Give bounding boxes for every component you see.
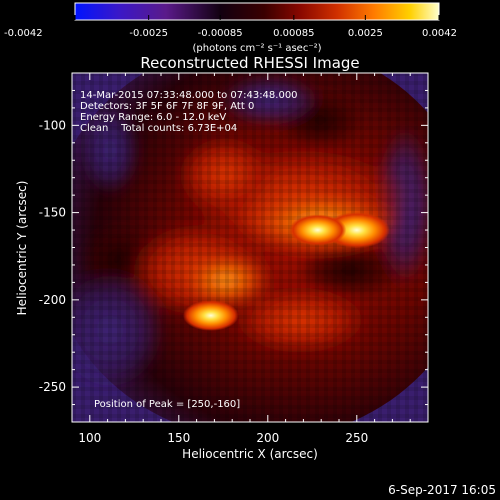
y-tick-label: -150 (39, 206, 66, 220)
annotation-peak-position: Position of Peak = [250,-160] (94, 399, 240, 410)
colorbar-tick-label: 0.0042 (422, 28, 457, 39)
colorbar-tick-label: 0.00085 (273, 28, 314, 39)
y-tick-labels: -100 -150 -200 -250 (39, 118, 66, 394)
colorbar-unit-label: (photons cm⁻² s⁻¹ asec⁻²) (192, 43, 321, 54)
colorbar-gradient (74, 2, 440, 21)
annotation-time-range: 14-Mar-2015 07:33:48.000 to 07:43:48.000 (80, 90, 298, 101)
heatmap-ripple-texture (72, 73, 428, 422)
x-tick-labels: 100 150 200 250 (78, 431, 368, 445)
heatmap-sources (182, 211, 390, 331)
colorbar-tick-labels: -0.0042 -0.0025 -0.00085 0.00085 0.0025 0.004… (4, 28, 457, 39)
colorbar-tick-label: 0.0025 (348, 28, 383, 39)
y-tick-label: -200 (39, 293, 66, 307)
colorbar-tick-label: -0.0025 (129, 28, 168, 39)
heatmap-image (72, 73, 428, 422)
plot-area (71, 72, 429, 423)
footer-timestamp: 6-Sep-2017 16:05 (388, 483, 496, 497)
annotation-detectors: Detectors: 3F 5F 6F 7F 8F 9F, Att 0 (80, 101, 254, 112)
x-tick-label: 100 (78, 431, 101, 445)
y-tick-label: -250 (39, 380, 66, 394)
colorbar-tick-label: -0.0042 (4, 28, 43, 39)
x-tick-label: 250 (345, 431, 368, 445)
colorbar-ticks (74, 15, 440, 20)
heatmap-source (182, 300, 239, 331)
annotation-block: 14-Mar-2015 07:33:48.000 to 07:43:48.000… (80, 90, 298, 410)
heatmap-source (288, 214, 347, 246)
axis-ticks (71, 72, 429, 423)
y-tick-label: -100 (39, 118, 66, 132)
colorbar-tick-label: -0.00085 (198, 28, 243, 39)
chart-title: Reconstructed RHESSI Image (140, 54, 359, 72)
x-axis-label: Heliocentric X (arcsec) (182, 447, 318, 461)
x-tick-label: 150 (167, 431, 190, 445)
y-axis-label: Heliocentric Y (arcsec) (15, 181, 29, 316)
annotation-clean-counts: Clean Total counts: 6.73E+04 (80, 123, 237, 134)
x-tick-label: 200 (256, 431, 279, 445)
annotation-energy-range: Energy Range: 6.0 - 12.0 keV (80, 112, 226, 123)
colorbar: -0.0042 -0.0025 -0.00085 0.00085 0.0025 0.004… (4, 2, 457, 54)
